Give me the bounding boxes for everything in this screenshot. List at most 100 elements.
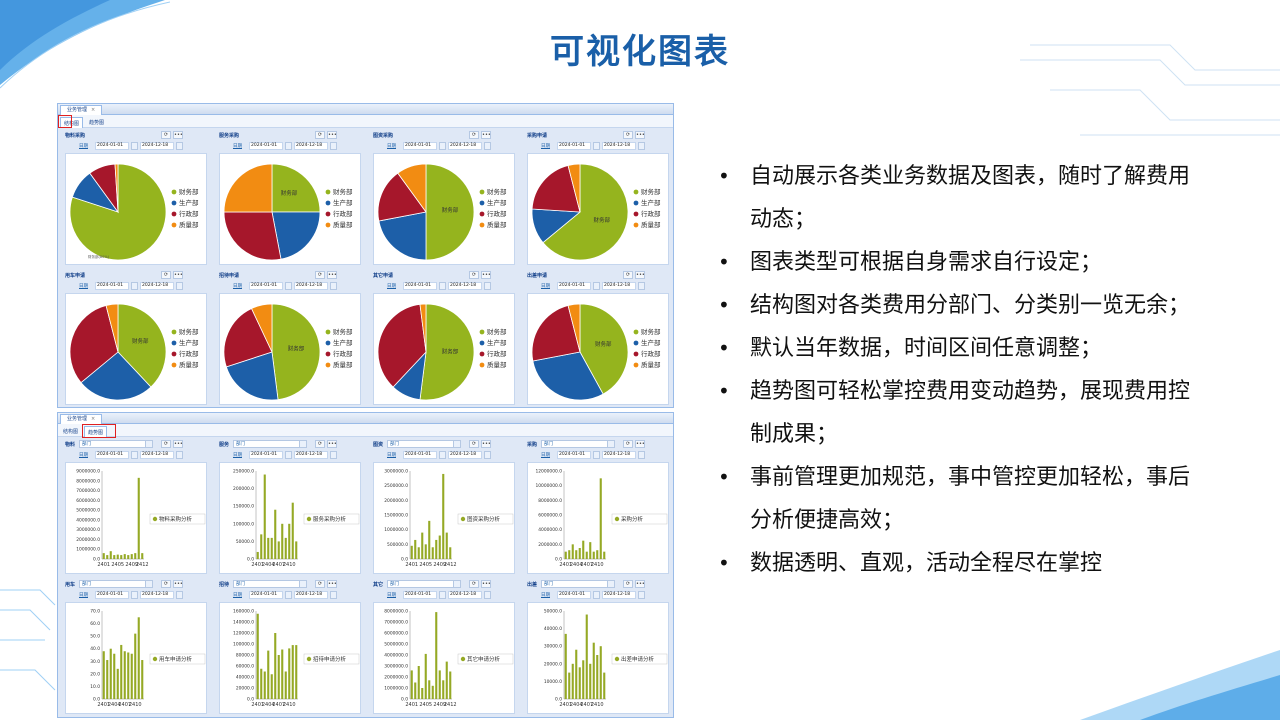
- bar[interactable]: [263, 671, 266, 700]
- more-button[interactable]: •••: [327, 440, 337, 448]
- pie-slice[interactable]: [567, 303, 581, 353]
- end-date-field[interactable]: 2024-12-18: [294, 282, 328, 290]
- calendar-icon[interactable]: [131, 591, 138, 599]
- end-date-field[interactable]: 2024-12-18: [140, 591, 174, 599]
- bar[interactable]: [256, 551, 259, 559]
- end-date-field[interactable]: 2024-12-18: [140, 451, 174, 459]
- chevron-down-icon[interactable]: [145, 580, 153, 588]
- calendar-icon[interactable]: [638, 142, 645, 150]
- pie-slice[interactable]: [378, 211, 427, 261]
- more-button[interactable]: •••: [635, 271, 645, 279]
- start-date-field[interactable]: 2024-01-01: [403, 282, 437, 290]
- bar[interactable]: [585, 614, 588, 699]
- bar[interactable]: [568, 672, 571, 699]
- pie-slice[interactable]: [69, 305, 119, 384]
- bar[interactable]: [435, 612, 438, 699]
- chevron-down-icon[interactable]: [607, 440, 615, 448]
- refresh-icon[interactable]: ⟳: [469, 271, 479, 279]
- calendar-icon[interactable]: [439, 142, 446, 150]
- bar[interactable]: [424, 653, 427, 699]
- start-date-field[interactable]: 2024-01-01: [95, 282, 129, 290]
- bar[interactable]: [270, 674, 273, 699]
- start-date-field[interactable]: 2024-01-01: [249, 591, 283, 599]
- refresh-icon[interactable]: ⟳: [623, 271, 633, 279]
- dept-select[interactable]: 部门: [541, 580, 611, 588]
- calendar-icon[interactable]: [484, 591, 491, 599]
- bar[interactable]: [267, 537, 270, 559]
- bar[interactable]: [438, 670, 441, 699]
- calendar-icon[interactable]: [638, 591, 645, 599]
- more-button[interactable]: •••: [481, 271, 491, 279]
- app-tab-business[interactable]: 业务管理 ×: [60, 414, 103, 424]
- end-date-field[interactable]: 2024-12-18: [294, 591, 328, 599]
- bar[interactable]: [410, 670, 413, 699]
- refresh-icon[interactable]: ⟳: [469, 131, 479, 139]
- bar[interactable]: [603, 672, 606, 699]
- calendar-icon[interactable]: [330, 591, 337, 599]
- bar[interactable]: [578, 548, 581, 559]
- refresh-icon[interactable]: ⟳: [623, 440, 633, 448]
- bar[interactable]: [284, 537, 287, 559]
- bar[interactable]: [116, 554, 119, 559]
- dept-select[interactable]: 部门: [79, 580, 149, 588]
- more-button[interactable]: •••: [481, 131, 491, 139]
- start-date-field[interactable]: 2024-01-01: [557, 451, 591, 459]
- more-button[interactable]: •••: [327, 271, 337, 279]
- pie-slice[interactable]: [542, 163, 629, 261]
- bar[interactable]: [564, 551, 567, 559]
- bar[interactable]: [109, 648, 112, 699]
- bar[interactable]: [421, 688, 424, 699]
- pie-slice[interactable]: [531, 305, 581, 362]
- more-button[interactable]: •••: [173, 271, 183, 279]
- refresh-icon[interactable]: ⟳: [469, 440, 479, 448]
- bar[interactable]: [123, 651, 126, 699]
- end-date-field[interactable]: 2024-12-18: [602, 142, 636, 150]
- calendar-icon[interactable]: [176, 282, 183, 290]
- bar[interactable]: [281, 649, 284, 700]
- bar[interactable]: [291, 645, 294, 699]
- calendar-icon[interactable]: [593, 142, 600, 150]
- bar[interactable]: [414, 539, 417, 559]
- calendar-icon[interactable]: [131, 451, 138, 459]
- pie-slice[interactable]: [223, 163, 273, 213]
- bar[interactable]: [589, 663, 592, 699]
- app-tab-business[interactable]: 业务管理 ×: [60, 105, 103, 115]
- bar[interactable]: [134, 553, 137, 559]
- chevron-down-icon[interactable]: [607, 580, 615, 588]
- bar[interactable]: [120, 555, 123, 559]
- more-button[interactable]: •••: [481, 440, 491, 448]
- bar[interactable]: [274, 633, 277, 699]
- pie-slice[interactable]: [225, 351, 279, 401]
- start-date-field[interactable]: 2024-01-01: [403, 591, 437, 599]
- pie-slice[interactable]: [271, 163, 321, 213]
- calendar-icon[interactable]: [593, 282, 600, 290]
- more-button[interactable]: •••: [635, 440, 645, 448]
- pie-slice[interactable]: [377, 172, 427, 222]
- calendar-icon[interactable]: [330, 451, 337, 459]
- start-date-field[interactable]: 2024-01-01: [249, 451, 283, 459]
- bar[interactable]: [428, 680, 431, 699]
- bar[interactable]: [113, 653, 116, 699]
- bar[interactable]: [109, 551, 112, 559]
- refresh-icon[interactable]: ⟳: [161, 440, 171, 448]
- calendar-icon[interactable]: [176, 142, 183, 150]
- chevron-down-icon[interactable]: [145, 440, 153, 448]
- bar[interactable]: [445, 661, 448, 699]
- calendar-icon[interactable]: [638, 451, 645, 459]
- bar[interactable]: [424, 544, 427, 559]
- bar[interactable]: [130, 554, 133, 559]
- bar[interactable]: [571, 544, 574, 559]
- tab-trend[interactable]: 趋势图: [84, 426, 108, 437]
- bar[interactable]: [270, 537, 273, 559]
- bar[interactable]: [582, 540, 585, 559]
- calendar-icon[interactable]: [285, 451, 292, 459]
- calendar-icon[interactable]: [176, 591, 183, 599]
- pie-slice[interactable]: [223, 211, 282, 261]
- start-date-field[interactable]: 2024-01-01: [403, 142, 437, 150]
- bar[interactable]: [277, 541, 280, 559]
- dept-select[interactable]: 部门: [233, 440, 303, 448]
- start-date-field[interactable]: 2024-01-01: [557, 142, 591, 150]
- dept-select[interactable]: 部门: [79, 440, 149, 448]
- end-date-field[interactable]: 2024-12-18: [140, 142, 174, 150]
- end-date-field[interactable]: 2024-12-18: [448, 282, 482, 290]
